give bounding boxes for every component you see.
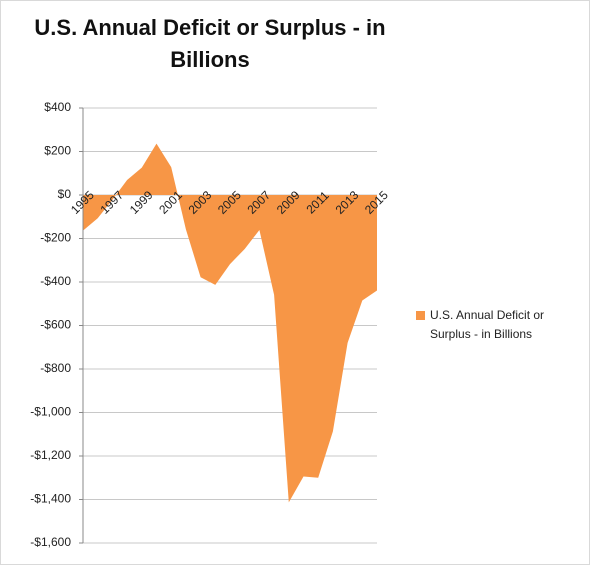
legend-swatch — [416, 311, 425, 320]
y-tick-label: -$1,400 — [30, 492, 71, 506]
y-tick-label: -$200 — [40, 231, 71, 245]
y-tick-label: $200 — [44, 144, 71, 158]
area — [83, 143, 377, 503]
chart-title: U.S. Annual Deficit or Surplus - in Bill… — [34, 15, 386, 72]
y-tick-label: -$1,600 — [30, 535, 71, 549]
y-tick-label: -$600 — [40, 318, 71, 332]
y-tick-label: -$1,000 — [30, 405, 71, 419]
y-tick-label: $0 — [58, 187, 72, 201]
y-tick-label: -$1,200 — [30, 448, 71, 462]
y-tick-label: $400 — [44, 100, 71, 114]
y-tick-label: -$400 — [40, 274, 71, 288]
legend-label: U.S. Annual Deficit or Surplus - in Bill… — [430, 308, 545, 341]
y-tick-label: -$800 — [40, 361, 71, 375]
legend: U.S. Annual Deficit or Surplus - in Bill… — [416, 306, 576, 344]
